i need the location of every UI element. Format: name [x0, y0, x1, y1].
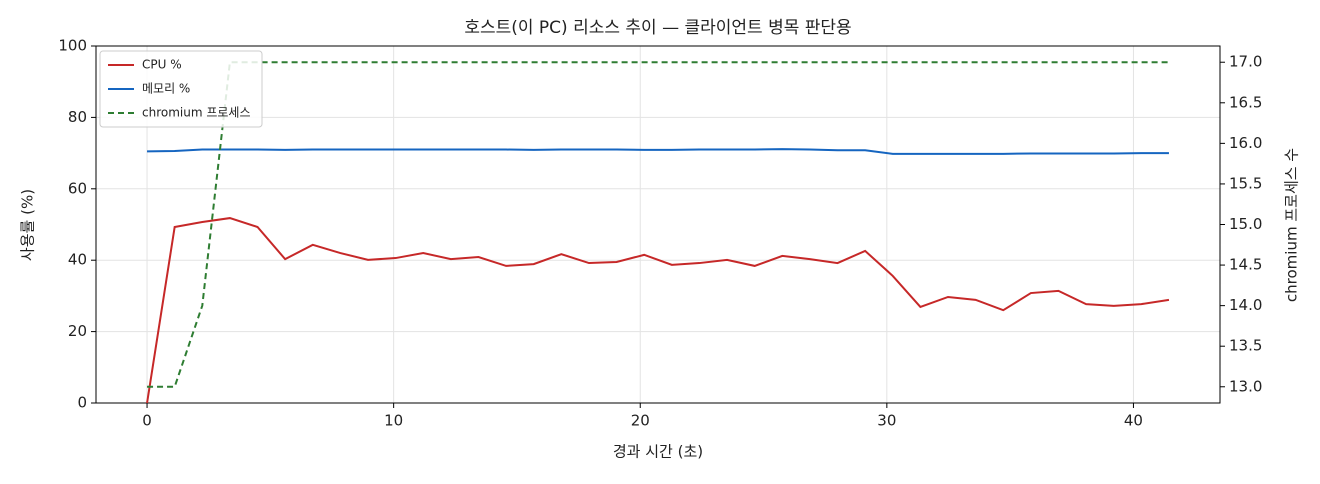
y-axis-label: 사용률 (%) — [19, 189, 37, 261]
series-line — [146, 217, 1170, 404]
y-tick-label: 20 — [68, 322, 87, 340]
y2-axis-label: chromium 프로세스 수 — [1283, 148, 1301, 302]
y2-tick-label: 16.0 — [1229, 134, 1262, 152]
y2-tick-label: 15.0 — [1229, 215, 1262, 233]
series-line — [147, 61, 1169, 388]
x-tick-label: 20 — [631, 412, 650, 430]
y2-tick-label: 13.0 — [1229, 377, 1262, 395]
y-tick-label: 80 — [68, 108, 87, 126]
y-tick-label: 40 — [68, 251, 87, 269]
x-axis-label: 경과 시간 (초) — [613, 443, 703, 461]
legend-label: 메모리 % — [142, 82, 190, 96]
y2-tick-label: 16.5 — [1229, 93, 1262, 111]
x-tick-label: 30 — [877, 412, 896, 430]
series-line — [147, 148, 1169, 155]
legend-box — [99, 50, 263, 128]
y2-tick-label: 14.0 — [1229, 296, 1262, 314]
y2-tick-label: 17.0 — [1229, 53, 1262, 71]
y-tick-label: 60 — [68, 179, 87, 197]
y2-tick-label: 15.5 — [1229, 174, 1262, 192]
x-tick-label: 40 — [1124, 412, 1143, 430]
x-tick-label: 10 — [384, 412, 403, 430]
y2-tick-label: 13.5 — [1229, 337, 1262, 355]
legend-label: chromium 프로세스 — [142, 106, 251, 120]
chart-title: 호스트(이 PC) 리소스 추이 — 클라이언트 병목 판단용 — [464, 18, 851, 38]
y2-tick-label: 14.5 — [1229, 256, 1262, 274]
y-tick-label: 100 — [58, 37, 87, 55]
plot-frame — [95, 45, 1221, 404]
legend-label: CPU % — [142, 58, 182, 72]
y-tick-label: 0 — [77, 394, 87, 412]
x-tick-label: 0 — [142, 412, 152, 430]
